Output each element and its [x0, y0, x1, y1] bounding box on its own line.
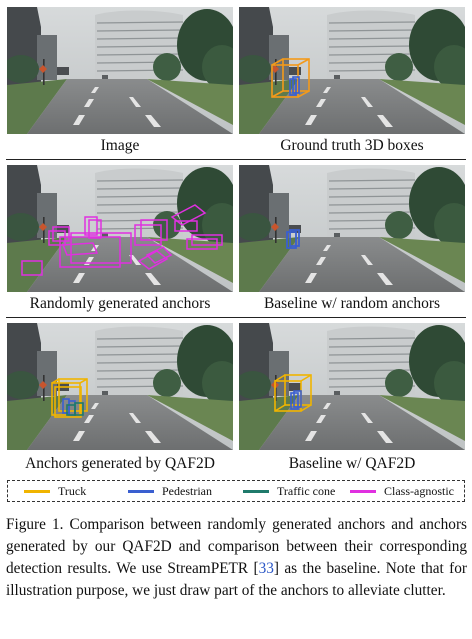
- legend-label: Class-agnostic: [384, 483, 454, 498]
- panel-caption-baseline-random: Baseline w/ random anchors: [263, 295, 441, 312]
- panel-caption-baseline-qaf2d: Baseline w/ QAF2D: [288, 455, 416, 472]
- pedestrian-box-baseline-random: [286, 229, 300, 249]
- street-scene: [239, 165, 465, 292]
- street-scene: [7, 323, 233, 450]
- panel-caption-image: Image: [100, 137, 140, 154]
- caption-text: ] as the baseline. Note that for illustr…: [6, 560, 467, 599]
- photo-panel-ground-truth: [239, 7, 465, 134]
- legend-swatch-class-agnostic: [350, 489, 376, 493]
- street-scene: [7, 165, 233, 292]
- caption-text: Figure 1. Comparison between randomly ge…: [6, 516, 467, 577]
- photo-panel-image: [7, 7, 233, 134]
- pedestrian-box-baseline-qaf2d: [290, 390, 302, 410]
- class-agnostic-anchors: [21, 204, 223, 276]
- legend-item-pedestrian: Pedestrian: [128, 481, 212, 501]
- street-scene: [7, 7, 233, 134]
- truck-anchors-qaf2d: [51, 378, 88, 418]
- legend-item-traffic-cone: Traffic cone: [243, 481, 335, 501]
- pedestrian-box-gt: [289, 76, 300, 96]
- legend-label: Traffic cone: [277, 483, 336, 498]
- citation-link[interactable]: 33: [258, 560, 274, 577]
- legend: Truck Pedestrian Traffic cone Class-agno…: [7, 480, 465, 502]
- panel-caption-ground-truth: Ground truth 3D boxes: [280, 137, 424, 154]
- street-scene: [239, 323, 465, 450]
- street-scene: [239, 7, 465, 134]
- row-divider: [6, 317, 466, 318]
- legend-item-class-agnostic: Class-agnostic: [350, 481, 454, 501]
- photo-panel-baseline-qaf2d: [239, 323, 465, 450]
- legend-swatch-pedestrian: [128, 489, 154, 493]
- photo-panel-qaf2d-anchors: [7, 323, 233, 450]
- legend-swatch-truck: [24, 489, 50, 493]
- panel-caption-random-anchors: Randomly generated anchors: [29, 295, 211, 312]
- photo-panel-random-anchors: [7, 165, 233, 292]
- traffic-cone-anchors-qaf2d: [66, 402, 84, 416]
- legend-swatch-traffic-cone: [243, 489, 269, 493]
- legend-item-truck: Truck: [24, 481, 86, 501]
- figure-caption: Figure 1. Comparison between randomly ge…: [6, 514, 467, 602]
- photo-panel-baseline-random: [239, 165, 465, 292]
- row-divider: [6, 159, 466, 160]
- panel-caption-qaf2d-anchors: Anchors generated by QAF2D: [25, 455, 215, 472]
- legend-label: Truck: [58, 483, 87, 498]
- legend-label: Pedestrian: [162, 483, 212, 498]
